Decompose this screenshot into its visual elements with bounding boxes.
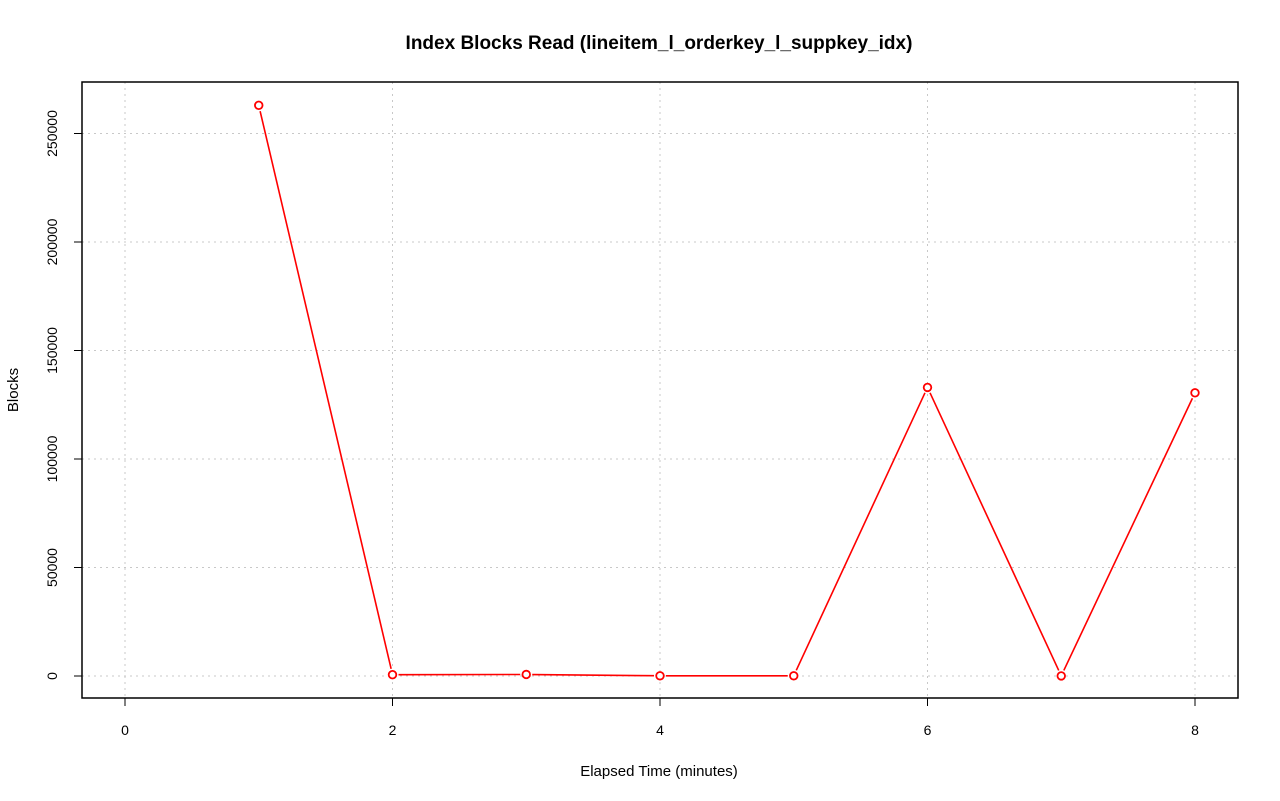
data-point: [655, 671, 665, 681]
chart-title: Index Blocks Read (lineitem_l_orderkey_l…: [406, 33, 913, 54]
x-tick-label: 2: [389, 722, 397, 738]
y-tick-label: 0: [44, 672, 60, 680]
y-tick-label: 50000: [44, 548, 60, 587]
y-tick-label: 150000: [44, 327, 60, 374]
y-axis: 0 50000 100000 150000 200000 250000: [44, 110, 82, 680]
x-axis: 0 2 4 6 8: [121, 698, 1199, 738]
series-line-segment: [259, 110, 392, 670]
data-point: [789, 671, 799, 681]
x-tick-label: 6: [924, 722, 932, 738]
x-tick-label: 4: [656, 722, 664, 738]
y-tick-label: 200000: [44, 218, 60, 265]
data-point: [1056, 671, 1066, 681]
series-line-segment: [795, 392, 926, 671]
y-axis-label: Blocks: [5, 368, 22, 412]
data-point: [387, 669, 398, 680]
grid: [82, 82, 1238, 698]
data-point: [521, 669, 531, 680]
series-line-segment: [929, 392, 1060, 671]
series-layer: [254, 100, 1200, 681]
data-point: [254, 100, 264, 110]
series-line-segment: [532, 673, 655, 677]
data-point: [1190, 388, 1200, 398]
y-tick-label: 100000: [44, 435, 60, 482]
series-line-segment: [1063, 397, 1194, 671]
data-point: [922, 382, 933, 393]
x-axis-label: Elapsed Time (minutes): [580, 763, 738, 780]
x-tick-label: 8: [1191, 722, 1199, 738]
x-tick-label: 0: [121, 722, 129, 738]
y-tick-label: 250000: [44, 110, 60, 157]
